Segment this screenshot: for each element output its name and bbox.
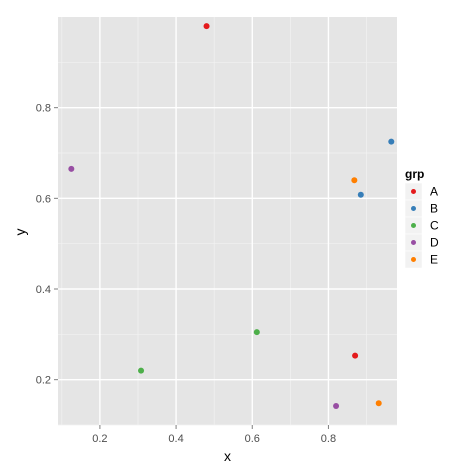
data-point-e <box>375 400 382 407</box>
data-point-a <box>352 352 359 359</box>
legend-marker-c <box>411 223 416 228</box>
x-tick-label: 0.2 <box>92 433 107 445</box>
legend-label-d: D <box>430 236 439 250</box>
legend-label-c: C <box>430 219 439 233</box>
y-tick-label: 0.4 <box>36 284 51 296</box>
data-point-a <box>203 23 210 30</box>
legend-marker-a <box>411 189 416 194</box>
data-point-c <box>253 329 260 336</box>
x-axis-title: x <box>224 448 231 464</box>
y-tick-label: 0.8 <box>36 103 51 115</box>
y-axis-ticks: 0.2 0.4 0.6 0.8 <box>36 103 58 387</box>
data-point-d <box>333 402 340 409</box>
data-point-d <box>68 165 75 172</box>
data-point-b <box>357 191 364 198</box>
x-axis-ticks: 0.2 0.4 0.6 0.8 <box>92 425 336 445</box>
legend-label-e: E <box>430 253 438 267</box>
legend-label-b: B <box>430 202 438 216</box>
data-point-b <box>388 138 395 145</box>
x-tick-label: 0.8 <box>321 433 336 445</box>
x-tick-label: 0.6 <box>245 433 260 445</box>
y-axis-title: y <box>12 229 28 236</box>
x-tick-label: 0.4 <box>168 433 183 445</box>
y-tick-label: 0.6 <box>36 193 51 205</box>
legend-label-a: A <box>430 185 438 199</box>
legend-title: grp <box>405 167 424 181</box>
plot-panel <box>58 17 397 425</box>
y-tick-label: 0.2 <box>36 375 51 387</box>
legend-marker-b <box>411 206 416 211</box>
data-point-c <box>138 367 145 374</box>
data-points <box>68 23 395 409</box>
legend-marker-d <box>411 240 416 245</box>
data-point-e <box>351 177 358 184</box>
minor-gridlines <box>58 17 397 426</box>
legend-marker-e <box>411 257 416 262</box>
major-gridlines <box>58 17 397 425</box>
